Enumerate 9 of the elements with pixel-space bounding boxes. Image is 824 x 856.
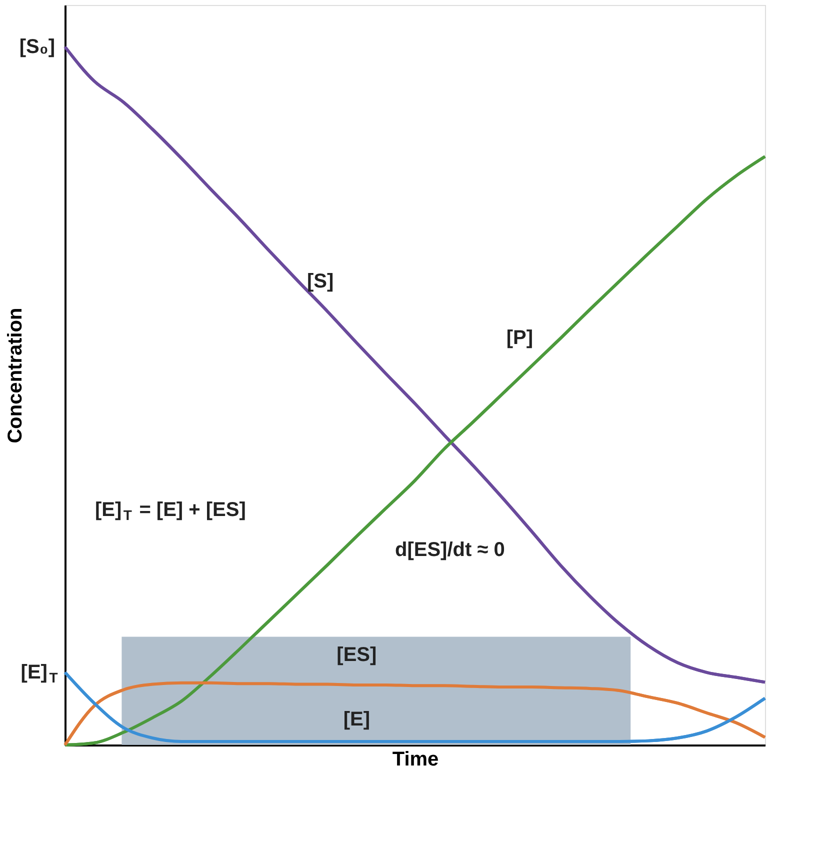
series-label: [S] — [306, 270, 334, 292]
series-label: [ES] — [336, 644, 377, 666]
text: = [E] + [ES] — [139, 499, 246, 521]
annotation: d[ES]/dt ≈ 0 — [395, 539, 505, 561]
series-label: [E] — [343, 708, 370, 731]
x-axis-title: Time — [392, 748, 439, 770]
y-axis-title: Concentration — [4, 308, 26, 444]
series-label: [P] — [506, 326, 534, 349]
text: [S₀] — [19, 36, 56, 58]
